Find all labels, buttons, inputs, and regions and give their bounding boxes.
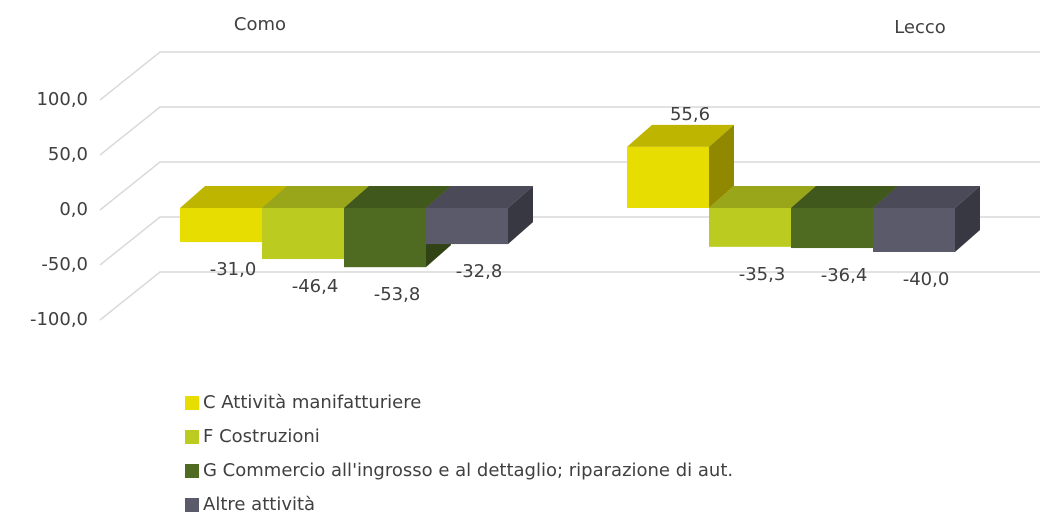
legend-swatch bbox=[185, 498, 199, 512]
bar bbox=[791, 208, 873, 249]
legend-swatch bbox=[185, 464, 199, 478]
bar-side bbox=[955, 186, 980, 252]
y-tick-label: 100,0 bbox=[36, 89, 88, 110]
legend-label: Altre attività bbox=[203, 494, 315, 515]
grid-line bbox=[99, 51, 1040, 101]
bar-side bbox=[709, 124, 734, 208]
grid-line bbox=[99, 161, 1040, 211]
legend-swatch bbox=[185, 396, 199, 410]
grid-line bbox=[99, 271, 1040, 321]
category-label: Lecco bbox=[894, 17, 946, 38]
grid-line bbox=[99, 106, 1040, 156]
bar-top bbox=[180, 186, 287, 208]
value-label: -35,3 bbox=[739, 264, 786, 285]
bar-side bbox=[508, 186, 533, 245]
bar-top bbox=[791, 186, 898, 208]
y-tick-label: -50,0 bbox=[41, 254, 88, 275]
legend-swatch bbox=[185, 430, 199, 444]
value-label: 55,6 bbox=[670, 104, 710, 125]
category-label: Como bbox=[234, 14, 286, 35]
bar-top bbox=[709, 186, 816, 208]
value-label: -46,4 bbox=[292, 276, 339, 297]
y-tick-label: 50,0 bbox=[48, 144, 88, 165]
legend-label: G Commercio all'ingrosso e al dettaglio;… bbox=[203, 460, 733, 481]
bar bbox=[426, 208, 508, 245]
bar bbox=[180, 208, 262, 243]
y-tick-label: 0,0 bbox=[59, 199, 88, 220]
bar-top bbox=[426, 186, 533, 208]
value-label: -36,4 bbox=[821, 265, 868, 286]
value-label: -53,8 bbox=[374, 284, 421, 305]
bar-top bbox=[627, 124, 734, 147]
bar-top bbox=[873, 186, 980, 208]
value-label: -32,8 bbox=[456, 261, 503, 282]
bar-top bbox=[262, 186, 369, 208]
bar bbox=[344, 208, 426, 268]
bar-top bbox=[344, 186, 451, 208]
bar bbox=[627, 146, 709, 208]
y-tick-label: -100,0 bbox=[30, 309, 88, 330]
legend-label: F Costruzioni bbox=[203, 426, 320, 447]
legend-label: C Attività manifatturiere bbox=[203, 392, 421, 413]
bar bbox=[873, 208, 955, 252]
value-label: -40,0 bbox=[903, 269, 950, 290]
bar bbox=[262, 208, 344, 260]
bar bbox=[709, 208, 791, 247]
value-label: -31,0 bbox=[210, 259, 257, 280]
